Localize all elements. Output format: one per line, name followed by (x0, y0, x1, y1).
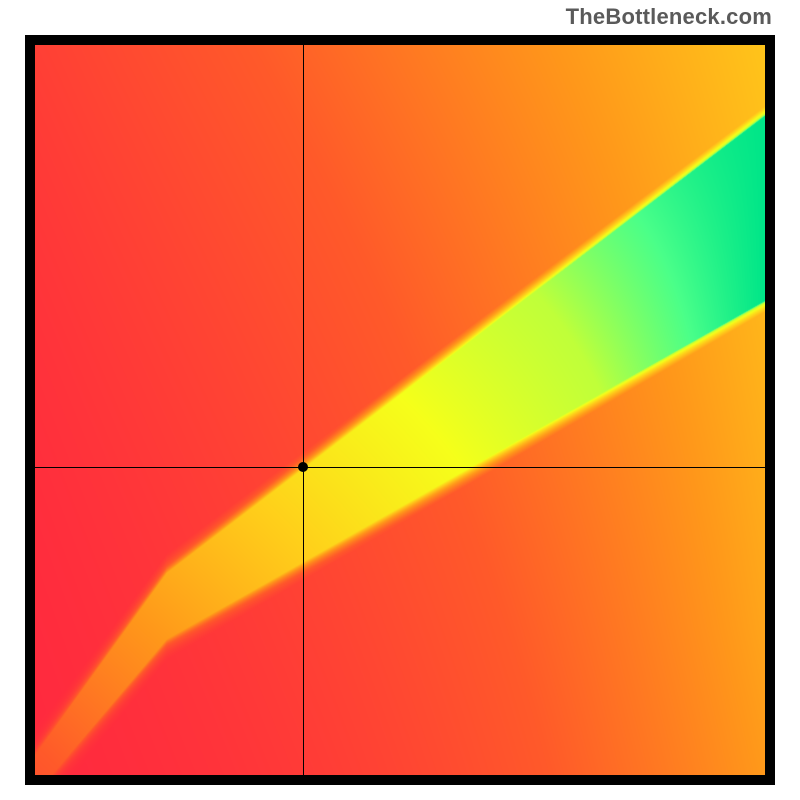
crosshair-vertical-line (303, 45, 304, 775)
crosshair-marker-dot (298, 462, 308, 472)
heatmap-canvas (35, 45, 765, 775)
chart-outer-frame (25, 35, 775, 785)
crosshair-horizontal-line (35, 467, 765, 468)
heatmap-plot-area (35, 45, 765, 775)
watermark-text: TheBottleneck.com (566, 4, 772, 30)
